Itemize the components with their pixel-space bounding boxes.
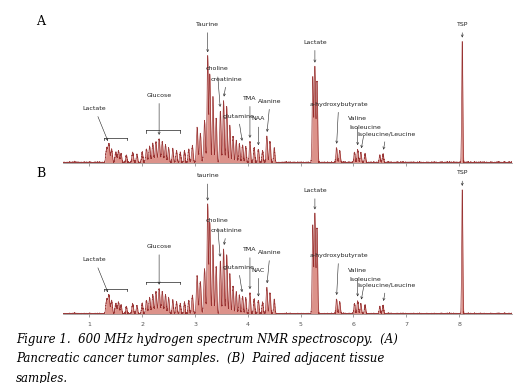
Text: a-hydroxybutyrate: a-hydroxybutyrate [309,253,368,295]
Text: Glucose: Glucose [146,93,172,134]
Text: Lactate: Lactate [83,106,108,141]
Text: creatinine: creatinine [211,77,243,96]
Text: Figure 1.  600 MHz hydrogen spectrum NMR spectroscopy.  (A): Figure 1. 600 MHz hydrogen spectrum NMR … [16,333,397,346]
Text: Lactate: Lactate [83,257,108,292]
Text: TMA: TMA [243,247,257,288]
Text: TSP: TSP [457,170,468,185]
Text: Taurine: Taurine [196,22,219,52]
Text: TMA: TMA [243,96,257,137]
Text: glutamine: glutamine [223,265,254,291]
Text: B: B [36,167,45,180]
Text: TSP: TSP [457,22,468,37]
Text: choline: choline [206,66,228,106]
Text: Isoleucine/Leucine: Isoleucine/Leucine [357,131,415,149]
Text: taurine: taurine [196,173,219,200]
Text: Glucose: Glucose [146,244,172,284]
Text: A: A [36,15,45,28]
Text: choline: choline [206,218,228,256]
Text: Pancreatic cancer tumor samples.  (B)  Paired adjacent tissue: Pancreatic cancer tumor samples. (B) Pai… [16,352,384,365]
Text: NAC: NAC [252,268,265,296]
Text: glutamine: glutamine [223,113,254,140]
Text: Valine: Valine [348,116,367,145]
Text: Lactate: Lactate [303,188,327,209]
Text: Isoleucine/Leucine: Isoleucine/Leucine [357,283,415,300]
Text: Lactate: Lactate [303,40,327,62]
Text: Isoleucine: Isoleucine [349,277,381,299]
Text: Alanine: Alanine [258,250,282,283]
Text: a-hydroxybutyrate: a-hydroxybutyrate [309,102,368,143]
Text: Isoleucine: Isoleucine [349,125,381,147]
Text: creatinine: creatinine [211,228,243,244]
Text: samples.: samples. [16,372,68,383]
Text: NAA: NAA [251,116,265,145]
Text: Alanine: Alanine [258,99,282,131]
Text: Valine: Valine [348,268,367,296]
